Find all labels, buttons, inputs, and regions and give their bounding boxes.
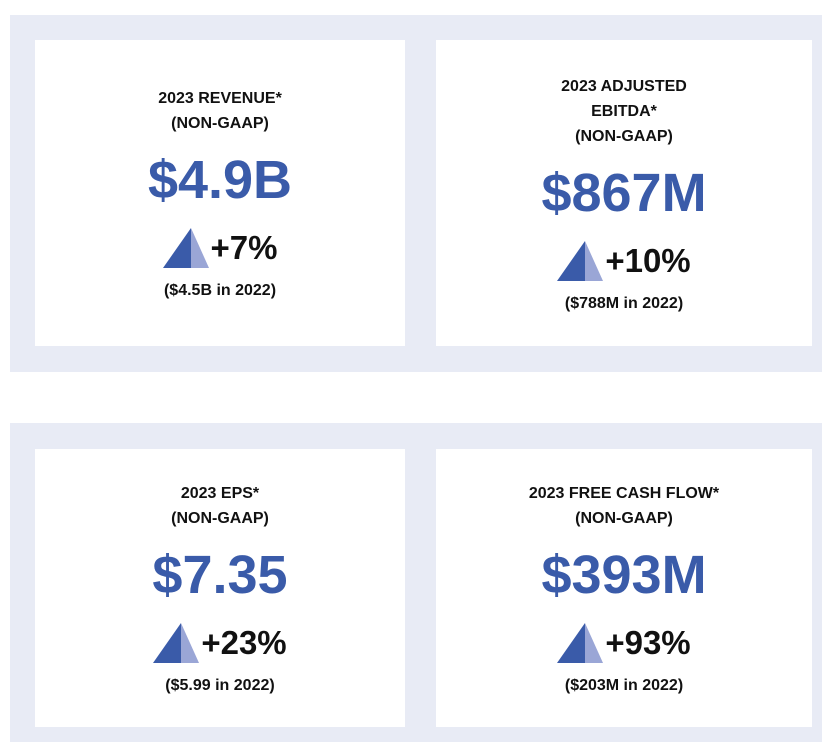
change-text: +10% — [605, 241, 691, 279]
card-title: (NON-GAAP) — [171, 115, 269, 132]
change-row: +7% — [162, 228, 278, 268]
prior-value: ($4.5B in 2022) — [163, 282, 277, 299]
prior-value: ($203M in 2022) — [564, 677, 684, 694]
change-row: +23% — [153, 623, 287, 663]
change-row: +93% — [557, 623, 691, 663]
card-title: 2023 EPS* — [180, 485, 260, 502]
prior-value: ($5.99 in 2022) — [165, 677, 275, 694]
change-text: +7% — [210, 229, 278, 266]
kpi-card: 2023 EPS* (NON-GAAP) $7.35 +23% ($5.99 in 20… — [35, 449, 405, 727]
kpi-card: 2023 REVENUE* (NON-GAAP) $4.9B +7% ($4.5B in… — [35, 40, 405, 346]
change-row: +10% — [557, 240, 691, 281]
up-icon — [557, 623, 604, 663]
up-icon — [557, 240, 604, 281]
change-text: +93% — [605, 624, 691, 661]
card-title: (NON-GAAP) — [171, 510, 269, 527]
card-title: 2023 FREE CASH FLOW* — [528, 485, 720, 502]
up-icon — [162, 228, 209, 268]
kpi-value: $867M — [541, 162, 707, 223]
panel: 2023 EPS* (NON-GAAP) $7.35 +23% ($5.99 in 20… — [10, 423, 822, 742]
card-title: (NON-GAAP) — [575, 510, 673, 527]
card-title: 2023 ADJUSTED — [561, 77, 687, 95]
up-icon — [153, 623, 200, 663]
kpi-value: $7.35 — [152, 545, 288, 605]
card-title: EBITDA* — [591, 102, 657, 120]
kpi-value: $393M — [541, 545, 707, 605]
change-text: +23% — [201, 624, 287, 661]
kpi-card: 2023 ADJUSTED EBITDA* (NON-GAAP) $867M +10% (… — [436, 40, 812, 346]
kpi-card: 2023 FREE CASH FLOW* (NON-GAAP) $393M +93% (… — [436, 449, 812, 727]
card-title: 2023 REVENUE* — [158, 90, 282, 107]
kpi-value: $4.9B — [147, 150, 293, 210]
panel: 2023 REVENUE* (NON-GAAP) $4.9B +7% ($4.5B in… — [10, 15, 822, 372]
card-title: (NON-GAAP) — [575, 127, 673, 145]
prior-value: ($788M in 2022) — [564, 294, 684, 312]
